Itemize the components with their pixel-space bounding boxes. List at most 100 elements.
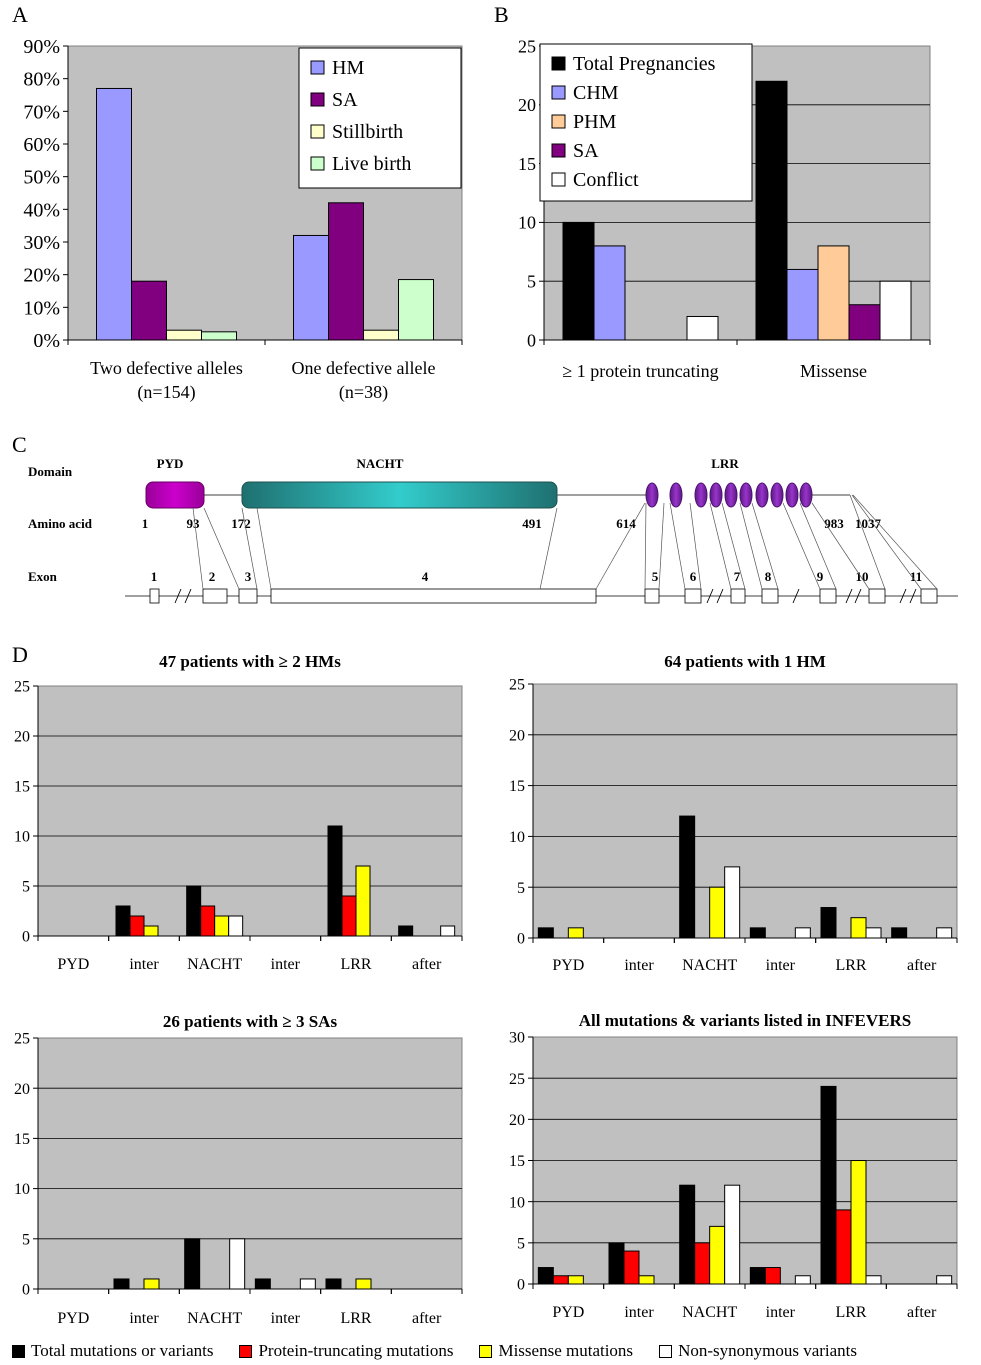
x-tick-label: (n=38) — [339, 382, 388, 403]
x-tick-label: (n=154) — [137, 382, 195, 403]
mapping-line — [721, 502, 746, 590]
legend-label: Total mutations or variants — [31, 1341, 214, 1360]
chart-title: All mutations & variants listed in INFEV… — [579, 1011, 911, 1030]
y-tick-label: 0 — [22, 1282, 30, 1299]
intron-break — [792, 588, 800, 604]
bar — [936, 1275, 953, 1285]
bar — [794, 927, 811, 939]
x-tick-label: NACHT — [682, 1304, 737, 1321]
mapping-line — [751, 502, 779, 590]
bar — [552, 1275, 569, 1285]
chart-d1: 0 5 10 15 20 25 PYD inter NACHT inter LRR after 47 p… — [14, 652, 463, 973]
mapping-line — [644, 502, 647, 590]
exon-label: 5 — [652, 569, 659, 584]
bar — [363, 329, 399, 341]
y-tick-label: 10 — [509, 829, 525, 846]
chart-title: 26 patients with ≥ 3 SAs — [163, 1012, 338, 1031]
y-tick-label: 15 — [14, 779, 30, 796]
bar — [709, 886, 726, 939]
y-tick-label: 5 — [517, 1235, 525, 1252]
x-tick-label: NACHT — [682, 957, 737, 974]
bar — [850, 1160, 867, 1285]
lrr-repeat — [770, 482, 784, 508]
intron-break — [845, 588, 853, 604]
legend-label: Conflict — [573, 169, 639, 191]
row-label: Amino acid — [28, 516, 93, 531]
bar — [228, 915, 244, 937]
mapping-line — [595, 502, 646, 590]
legend-item: Protein-truncating mutations — [239, 1341, 453, 1361]
bar — [186, 885, 202, 937]
bar — [293, 234, 329, 341]
plot-area — [532, 683, 958, 939]
x-tick-label: PYD — [552, 957, 584, 974]
mapping-line — [739, 502, 763, 590]
mapping-line — [256, 507, 272, 590]
exon-box — [202, 588, 228, 604]
x-tick-label: after — [907, 957, 937, 974]
x-tick-label: inter — [766, 1304, 796, 1321]
plot-area — [37, 685, 463, 937]
amino-acid-label: 93 — [187, 516, 201, 531]
panel-label-b: B — [494, 2, 509, 27]
intron-break — [909, 588, 917, 604]
bar — [749, 1267, 766, 1285]
bar — [184, 1238, 201, 1290]
y-tick-label: 25 — [14, 1031, 30, 1048]
legend-item: Missense mutations — [479, 1341, 633, 1361]
y-tick-label: 0 — [22, 929, 30, 946]
bar — [355, 1278, 372, 1290]
lrr-repeat — [669, 482, 683, 508]
y-tick-label: 25 — [509, 1071, 525, 1088]
y-tick-label: 20 — [14, 729, 30, 746]
legend-label: Stillbirth — [332, 121, 403, 143]
bar — [143, 925, 159, 937]
exon-box — [238, 588, 258, 604]
y-tick-label: 20 — [518, 95, 536, 115]
lrr-repeat — [724, 482, 738, 508]
panel-label-c: C — [12, 432, 27, 457]
bar — [398, 925, 414, 937]
bar — [865, 927, 882, 939]
legend-swatch — [310, 60, 325, 75]
legend-swatch — [310, 124, 325, 139]
exon-label: 2 — [209, 569, 216, 584]
y-tick-label: 50% — [23, 167, 60, 189]
bar — [254, 1278, 271, 1290]
exon-box — [819, 588, 837, 604]
legend-swatch — [551, 56, 566, 71]
x-tick-label: after — [412, 956, 442, 973]
bar — [623, 1250, 640, 1285]
legend-box — [539, 43, 753, 202]
intron-break — [899, 588, 907, 604]
y-tick-label: 10 — [14, 1181, 30, 1198]
bar — [129, 915, 145, 937]
exon-label: 10 — [856, 569, 869, 584]
exon-label: 11 — [910, 569, 922, 584]
legend-label: Total Pregnancies — [573, 53, 716, 75]
bar — [686, 315, 719, 341]
legend-label: Protein-truncating mutations — [258, 1341, 454, 1360]
y-tick-label: 5 — [517, 880, 525, 897]
mapping-line — [241, 507, 258, 590]
y-tick-label: 60% — [23, 134, 60, 156]
y-tick-label: 70% — [23, 101, 60, 123]
mapping-line — [689, 502, 702, 590]
amino-acid-label: 172 — [231, 516, 251, 531]
bar — [567, 1275, 584, 1285]
exon-label: 8 — [765, 569, 772, 584]
panel-label-d: D — [12, 642, 28, 667]
legend-swatch — [239, 1344, 253, 1358]
legend-swatch — [12, 1344, 25, 1358]
intron-break — [184, 588, 192, 604]
y-tick-label: 25 — [518, 36, 536, 56]
bar — [166, 329, 202, 341]
bar — [398, 279, 434, 341]
bar — [355, 865, 371, 937]
x-tick-label: NACHT — [187, 1310, 242, 1327]
chart-d2: 0 5 10 15 20 25 PYD inter NACHT inter LRR after 64 p… — [509, 652, 958, 974]
exon-box — [920, 588, 938, 604]
mapping-line — [539, 507, 558, 590]
